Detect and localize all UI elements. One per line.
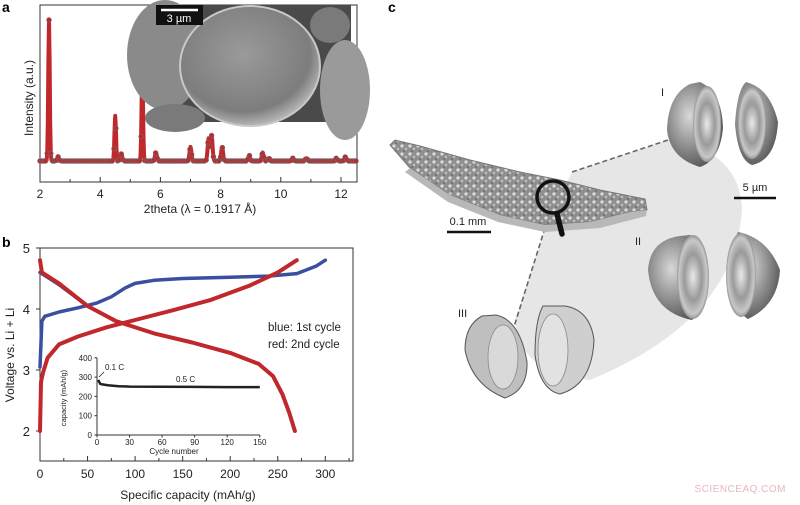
panel-label-c: c (388, 0, 396, 15)
xrd-x-label: 2theta (λ = 0.1917 Å) (144, 201, 256, 216)
curve-2nd-cycle-discharge (38, 258, 297, 433)
svg-text:2: 2 (23, 424, 30, 439)
legend-red-text: red: 2nd cycle (268, 339, 340, 351)
particle-ii (648, 232, 780, 320)
particle-i (667, 82, 778, 167)
inset-axis-ticks: 0 30 60 90 120 150 0 100 200 300 400 (79, 354, 267, 447)
svg-text:400: 400 (79, 354, 93, 363)
svg-text:90: 90 (190, 438, 199, 447)
svg-text:150: 150 (253, 438, 267, 447)
particle-label-iii: III (458, 308, 467, 320)
dashed-line-upper (571, 139, 669, 173)
svg-text:150: 150 (173, 467, 193, 481)
xrd-plot: 2 4 6 8 10 12 2theta (λ = 0.1917 Å) Intensity… (22, 4, 359, 216)
svg-text:8: 8 (217, 187, 224, 201)
svg-text:300: 300 (315, 467, 335, 481)
scale-bar-5um-label: 5 µm (743, 182, 768, 194)
svg-text:50: 50 (81, 467, 95, 481)
svg-text:0: 0 (95, 438, 100, 447)
panel-label-b: b (2, 234, 11, 250)
tomography-illustration: 0.1 mm 5 µm I II III (389, 82, 780, 399)
sem-inset-image: 3 µm (127, 0, 370, 140)
inset-capacity-line (97, 379, 260, 389)
svg-text:4: 4 (23, 302, 30, 317)
svg-text:100: 100 (79, 412, 93, 421)
watermark: SCIENCEAQ.COM (694, 484, 786, 495)
annotation-0-5c: 0.5 C (176, 375, 195, 384)
svg-text:30: 30 (125, 438, 134, 447)
svg-text:6: 6 (157, 187, 164, 201)
curve-1st-cycle-charge (38, 258, 328, 369)
magnifier-handle-icon (554, 211, 565, 237)
svg-text:200: 200 (79, 392, 93, 401)
svg-text:250: 250 (268, 467, 288, 481)
svg-text:3: 3 (23, 363, 30, 378)
magnifier-icon (535, 179, 571, 215)
svg-text:200: 200 (220, 467, 240, 481)
scale-bar-0-1mm-label: 0.1 mm (450, 216, 487, 228)
voltage-y-label: Voltage vs. Li + Li (3, 308, 17, 402)
legend-blue-text: blue: 1st cycle (268, 322, 341, 334)
svg-text:4: 4 (97, 187, 104, 201)
svg-text:10: 10 (274, 187, 288, 201)
curve-2nd-cycle-charge (38, 258, 299, 433)
svg-text:12: 12 (334, 187, 348, 201)
particle-label-ii: II (635, 236, 641, 248)
svg-text:60: 60 (158, 438, 167, 447)
svg-text:0: 0 (88, 431, 93, 440)
xrd-data-points (37, 17, 359, 164)
svg-text:2: 2 (37, 187, 44, 201)
voltage-x-label: Specific capacity (mAh/g) (120, 488, 255, 502)
particle-label-i: I (661, 87, 664, 99)
inset-y-label: capacity (mAh/g) (59, 369, 68, 426)
svg-text:120: 120 (221, 438, 235, 447)
svg-text:5: 5 (23, 241, 30, 256)
panel-label-a: a (2, 0, 10, 15)
xrd-y-label: Intensity (a.u.) (22, 60, 36, 136)
particle-iii (464, 305, 595, 399)
inset-x-label: Cycle number (149, 447, 199, 456)
annotation-0-1c: 0.1 C (105, 363, 124, 372)
electrode-edge (405, 168, 647, 232)
svg-text:100: 100 (125, 467, 145, 481)
voltage-curves (38, 258, 328, 433)
svg-text:0: 0 (37, 467, 44, 481)
sem-scale-label: 3 µm (167, 13, 192, 25)
xrd-x-ticks: 2 4 6 8 10 12 (37, 177, 348, 201)
dashed-line-lower (512, 227, 546, 331)
svg-text:300: 300 (79, 373, 93, 382)
